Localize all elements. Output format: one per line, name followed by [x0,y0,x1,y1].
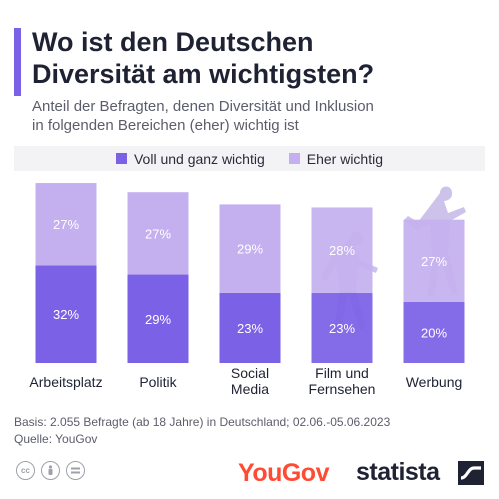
category-label-film-und-fernsehen-line-2: Fernsehen [309,381,376,397]
bar-arbeitsplatz-eher [35,183,97,266]
data-label-social-media-voll: 23% [237,321,263,336]
statista-logo: statista [356,458,440,486]
category-label-politik: Politik [139,374,177,390]
title-accent-bar [14,28,21,96]
chart-title: Wo ist den Deutschen Diversität am wicht… [32,26,472,90]
bar-werbung-voll [403,302,465,363]
bar-werbung-eher [403,219,465,302]
statista-logo-mark [458,461,484,485]
person-icon [41,461,60,480]
bar-social-media-voll [219,292,281,363]
legend-label-voll: Voll und ganz wichtig [133,150,265,167]
bars-group: 32% 27% 29% 27% 23% 29% 23% 28% 20% 27% [35,183,465,363]
data-label-werbung-eher: 27% [421,254,447,269]
stacked-bar-chart: 32% 27% 29% 27% 23% 29% 23% 28% 20% 27% Arbeitspl… [29,183,466,397]
legend-label-eher: Eher wichtig [306,150,384,167]
bar-social-media-eher [219,204,281,293]
yougov-logo: YouGov [238,459,329,487]
data-label-film-und-fernsehen-voll: 23% [329,321,355,336]
data-label-politik-eher: 27% [145,226,171,241]
data-label-arbeitsplatz-eher: 27% [53,217,79,232]
chart-subtitle-line-2: in folgenden Bereichen (eher) wichtig is… [32,117,299,134]
chart-subtitle-line-1: Anteil der Befragten, denen Diversität u… [32,98,374,115]
legend-swatch-eher [288,153,300,164]
basis-note: Basis: 2.055 Befragte (ab 18 Jahre) in D… [14,415,391,429]
category-label-arbeitsplatz: Arbeitsplatz [29,374,102,390]
data-label-arbeitsplatz-voll: 32% [53,307,79,322]
legend-swatch-voll [115,153,127,164]
data-label-politik-voll: 29% [145,312,171,327]
equal-icon [66,461,85,480]
chart-title-line-2: Diversität am wichtigsten? [32,59,375,89]
bar-arbeitsplatz-voll [35,265,97,363]
data-label-social-media-eher: 29% [237,242,263,257]
bar-film-und-fernsehen-eher [311,207,373,293]
bar-politik-eher [127,192,189,275]
source-note: Quelle: YouGov [14,432,98,446]
chart-subtitle: Anteil der Befragten, denen Diversität u… [32,97,472,135]
cc-icon: cc [16,461,35,480]
bar-film-und-fernsehen-voll [311,292,373,363]
legend-item-voll: Voll und ganz wichtig [115,150,265,167]
category-label-social-media-line-2: Media [231,381,269,397]
legend-item-eher: Eher wichtig [288,150,384,167]
chart-title-line-1: Wo ist den Deutschen [32,27,314,57]
data-label-film-und-fernsehen-eher: 28% [329,243,355,258]
category-label-social-media-line-1: Social [231,365,269,381]
chart-footnote: Basis: 2.055 Befragte (ab 18 Jahre) in D… [14,414,390,448]
category-label-werbung: Werbung [406,374,463,390]
category-label-film-und-fernsehen-line-1: Film und [315,365,369,381]
license-icons: cc [16,461,91,480]
bar-politik-voll [127,274,189,363]
chart-legend: Voll und ganz wichtig Eher wichtig [14,146,485,171]
data-label-werbung-voll: 20% [421,326,447,341]
